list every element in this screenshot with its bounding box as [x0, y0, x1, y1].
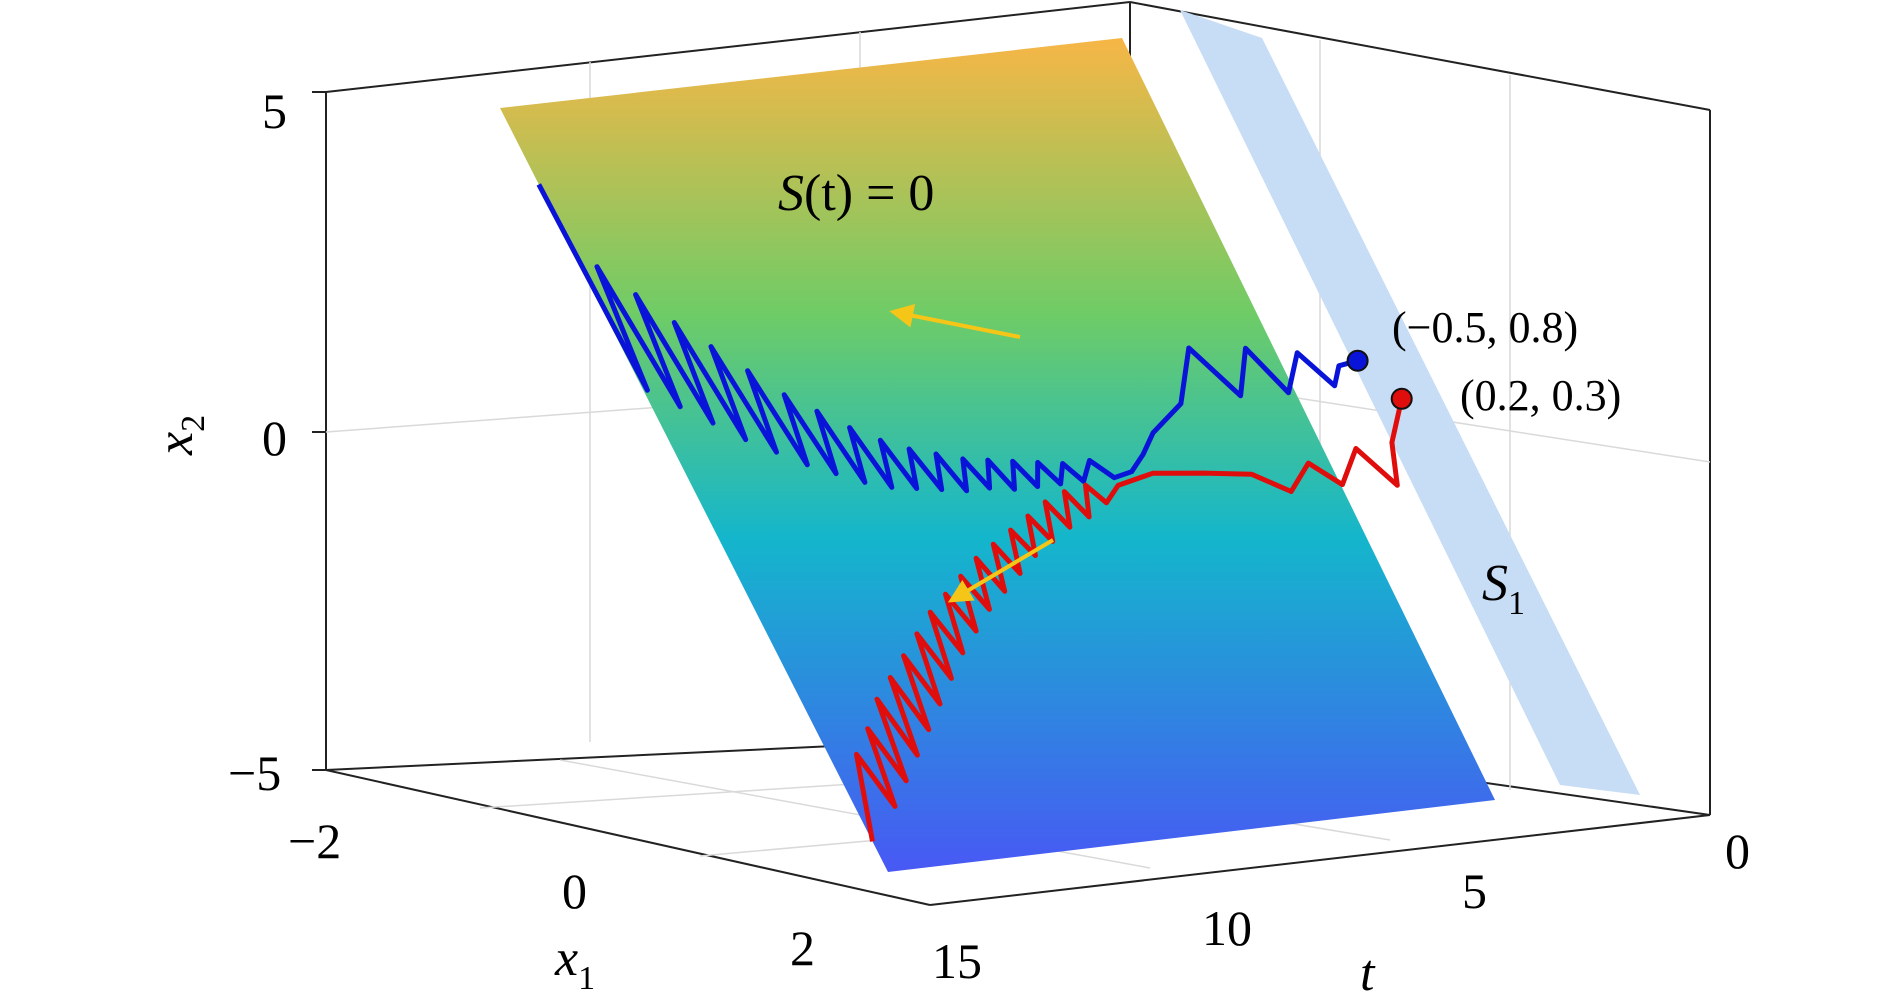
x2-tick-5: 5	[262, 83, 287, 139]
t-tick-5: 5	[1462, 863, 1487, 919]
blue-initial-label: (−0.5, 0.8)	[1392, 303, 1578, 352]
red-trajectory	[854, 398, 1405, 842]
bottom-right-edge	[929, 814, 1711, 906]
t-tick-15: 15	[932, 933, 982, 989]
x2-axis-label: x2	[147, 415, 212, 456]
back-right-top-edge	[1129, 1, 1711, 111]
x2-axis-ticks	[312, 91, 326, 771]
red-initial-label: (0.2, 0.3)	[1460, 371, 1621, 420]
sliding-surface	[500, 38, 1495, 872]
x1-tick-neg2: −2	[288, 813, 341, 869]
blue-direction-arrow	[889, 303, 1021, 339]
red-direction-arrow	[947, 538, 1055, 603]
trajectory-layer	[536, 183, 1413, 842]
bottom-front-edge	[325, 769, 931, 906]
x1-tick-2: 2	[790, 920, 815, 976]
x2-tick-neg5: −5	[228, 745, 281, 801]
x1-tick-0: 0	[562, 863, 587, 919]
band-label: S1	[1482, 555, 1525, 622]
t-tick-0: 0	[1725, 823, 1750, 879]
x1-axis-label: x1	[554, 930, 595, 997]
surface-label: S(t) = 0	[778, 165, 934, 222]
blue-initial-point	[1346, 349, 1369, 372]
red-initial-point	[1390, 387, 1413, 410]
x2-tick-0: 0	[262, 410, 287, 466]
back-top-edge	[325, 1, 1131, 93]
t-tick-10: 10	[1202, 900, 1252, 956]
blue-trajectory	[536, 183, 1359, 494]
t-axis-label: t	[1360, 945, 1376, 1001]
